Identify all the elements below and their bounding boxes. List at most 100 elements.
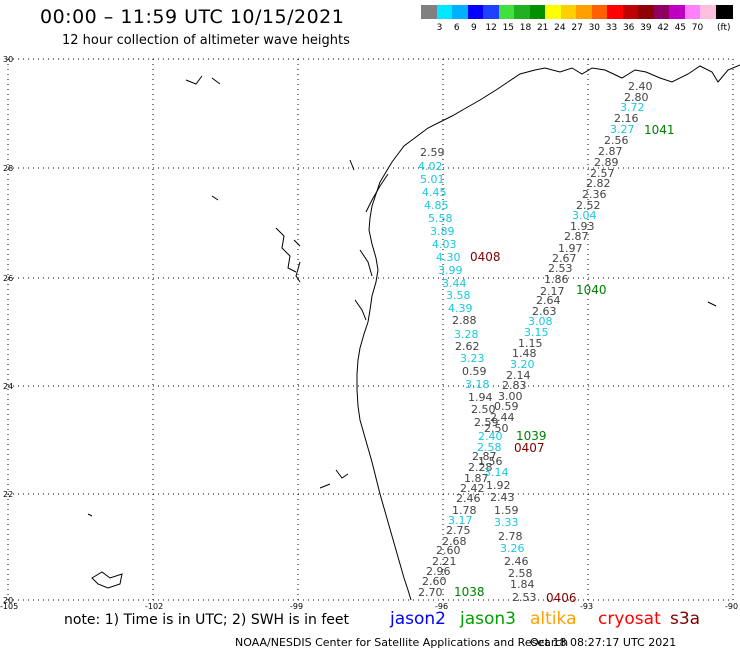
- legend-s3a: s3a: [670, 609, 701, 629]
- swh-label: 0406: [546, 591, 577, 605]
- swh-label: 1.56: [478, 455, 503, 468]
- swh-label: 3.27: [610, 123, 635, 136]
- swh-label: 3.08: [528, 315, 553, 328]
- swh-label: 3.23: [460, 352, 485, 365]
- swh-label: 1040: [576, 283, 607, 297]
- axis-labels: 30 28 26 24 22 20-105 -102 -99 -96 -93 -90: [0, 55, 738, 611]
- legend-cryosat: cryosat: [598, 609, 661, 629]
- swh-label: 4.02: [418, 160, 443, 173]
- swh-label: 2.28: [468, 461, 493, 474]
- swh-label: 2.68: [442, 535, 467, 548]
- swh-label: 0.59: [462, 365, 487, 378]
- swh-label: 3.20: [510, 358, 535, 371]
- swh-label: 2.17: [540, 285, 565, 298]
- swh-label: 2.62: [455, 340, 480, 353]
- swh-label: 2.83: [502, 379, 527, 392]
- swh-label: 2.53: [548, 262, 573, 275]
- swh-label: 3.99: [438, 264, 463, 277]
- timestamp-text: Oct 18 08:27:17 UTC 2021: [530, 636, 677, 649]
- scale-swatch: [607, 5, 624, 19]
- lon-label: -96: [435, 602, 448, 611]
- swh-label: 2.14: [506, 369, 531, 382]
- scale-label: 27: [571, 23, 583, 33]
- scale-swatch: [529, 5, 547, 19]
- swh-label: 4.03: [432, 238, 457, 251]
- scale-swatch: [700, 5, 717, 19]
- swh-label: 2.50: [471, 403, 496, 416]
- wave-height-labels: 2.592.882.620.591.942.502.592.872.281.87…: [418, 80, 675, 605]
- coastline: [356, 64, 740, 601]
- swh-label: 2.78: [498, 530, 523, 543]
- scale-swatch: [715, 5, 733, 19]
- scale-swatch: [436, 5, 454, 19]
- swh-label: 2.60: [422, 575, 447, 588]
- swh-label: 2.58: [508, 567, 533, 580]
- lon-label: -93: [580, 602, 593, 611]
- scale-label: 36: [622, 23, 635, 33]
- swh-label: 1.87: [464, 472, 489, 485]
- swh-label: 4.85: [424, 199, 449, 212]
- swh-label: 1038: [454, 585, 485, 599]
- scale-swatch: [591, 5, 609, 19]
- lon-label: -99: [290, 602, 303, 611]
- scale-swatch: [514, 5, 531, 19]
- swh-label: 2.96: [426, 565, 451, 578]
- swh-label: 2.88: [452, 314, 477, 327]
- legend-jason2: jason2: [390, 609, 446, 629]
- lat-label: 30: [3, 55, 13, 64]
- swh-label: 3.58: [446, 289, 471, 302]
- swh-label: 2.60: [436, 544, 461, 557]
- swh-label: 1.94: [468, 391, 493, 404]
- swh-label: 3.44: [442, 277, 467, 290]
- swh-label: 2.40: [628, 80, 653, 93]
- swh-label: 2.80: [624, 91, 649, 104]
- swh-label: 3.04: [572, 209, 597, 222]
- scale-label: 30: [588, 23, 601, 33]
- scale-label: 24: [554, 23, 566, 33]
- scale-swatch: [545, 5, 562, 19]
- scale-swatch: [498, 5, 516, 19]
- lon-label: -102: [145, 602, 163, 611]
- swh-label: 2.40: [478, 430, 503, 443]
- swh-label: 4.45: [422, 186, 447, 199]
- swh-label: 3.28: [454, 328, 479, 341]
- swh-label: 2.46: [504, 555, 529, 568]
- scale-unit: (ft): [717, 23, 731, 33]
- swh-label: 2.43: [490, 491, 515, 504]
- scale-swatch: [467, 5, 485, 19]
- swh-label: 1.93: [570, 220, 595, 233]
- swh-label: 2.21: [432, 555, 457, 568]
- scale-swatch: [452, 5, 469, 19]
- scale-label: 3: [436, 23, 443, 33]
- swh-label: 0408: [470, 250, 501, 264]
- swh-label: 1.15: [518, 337, 543, 350]
- scale-label: 15: [502, 23, 515, 33]
- swh-label: 3.14: [484, 466, 509, 479]
- scale-swatch: [638, 5, 655, 19]
- swh-label: 2.52: [576, 199, 601, 212]
- lat-label: 20: [3, 596, 13, 605]
- scale-label: 12: [485, 23, 497, 33]
- swh-label: 3.00: [498, 390, 523, 403]
- swh-label: 2.87: [564, 230, 589, 243]
- scale-label: 39: [640, 23, 652, 33]
- swh-label: 2.56: [604, 134, 629, 147]
- swh-label: 2.46: [456, 492, 481, 505]
- legend-jason3: jason3: [460, 609, 516, 629]
- swh-label: 2.89: [594, 156, 619, 169]
- swh-label: 5.58: [428, 212, 453, 225]
- scale-swatch: [483, 5, 500, 19]
- scale-label: 45: [674, 23, 687, 33]
- swh-label: 1.86: [544, 273, 569, 286]
- swh-label: 2.75: [446, 524, 471, 537]
- scale-swatch: [421, 5, 438, 19]
- swh-label: 1.92: [486, 479, 511, 492]
- graticule: [7, 58, 734, 601]
- swh-label: 2.59: [420, 146, 445, 159]
- scale-label: 21: [536, 23, 549, 33]
- swh-label: 2.82: [586, 177, 611, 190]
- scale-swatch: [684, 5, 702, 19]
- swh-label: 2.36: [582, 188, 607, 201]
- map-title: 00:00 – 11:59 UTC 10/15/2021: [40, 6, 345, 28]
